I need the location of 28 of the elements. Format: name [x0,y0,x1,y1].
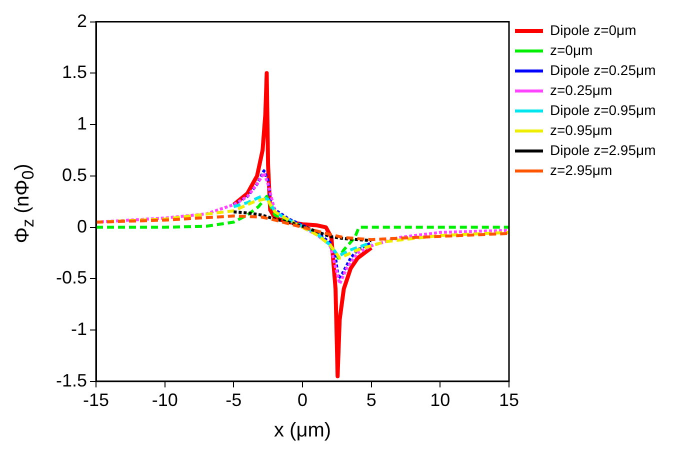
y-tick-label: 0 [77,216,88,236]
legend-label: z=2.95μm [550,162,612,178]
legend-label: z=0.95μm [550,122,612,138]
x-tick-label: 15 [498,390,520,410]
x-tick-label: -15 [83,390,110,410]
y-tick-label: -0.5 [56,268,88,288]
legend-label: z=0.25μm [550,82,612,98]
line-series [96,214,509,242]
legend-label: Dipole z=0.25μm [550,62,656,78]
legend-label: Dipole z=2.95μm [550,142,656,158]
x-tick-label: 10 [430,390,450,410]
y-tick-label: -1.5 [56,370,88,390]
y-tick-label: 1.5 [62,62,88,82]
legend-label: Dipole z=0μm [550,22,636,38]
legend-label: Dipole z=0.95μm [550,102,656,118]
y-tick-label: 1 [77,114,88,134]
y-tick-label: -1 [71,318,88,339]
x-tick-label: 5 [366,390,376,410]
legend-label: z=0μm [550,42,593,58]
x-tick-label: -10 [152,390,178,410]
line-series [232,169,373,280]
y-tick-label: 2 [77,10,88,31]
x-axis-title: x (μm) [274,420,332,442]
x-tick-label: 0 [298,390,308,410]
x-tick-label: -5 [226,390,242,410]
line-series [232,194,373,258]
y-tick-label: 0.5 [62,164,88,185]
line-series [232,210,373,242]
